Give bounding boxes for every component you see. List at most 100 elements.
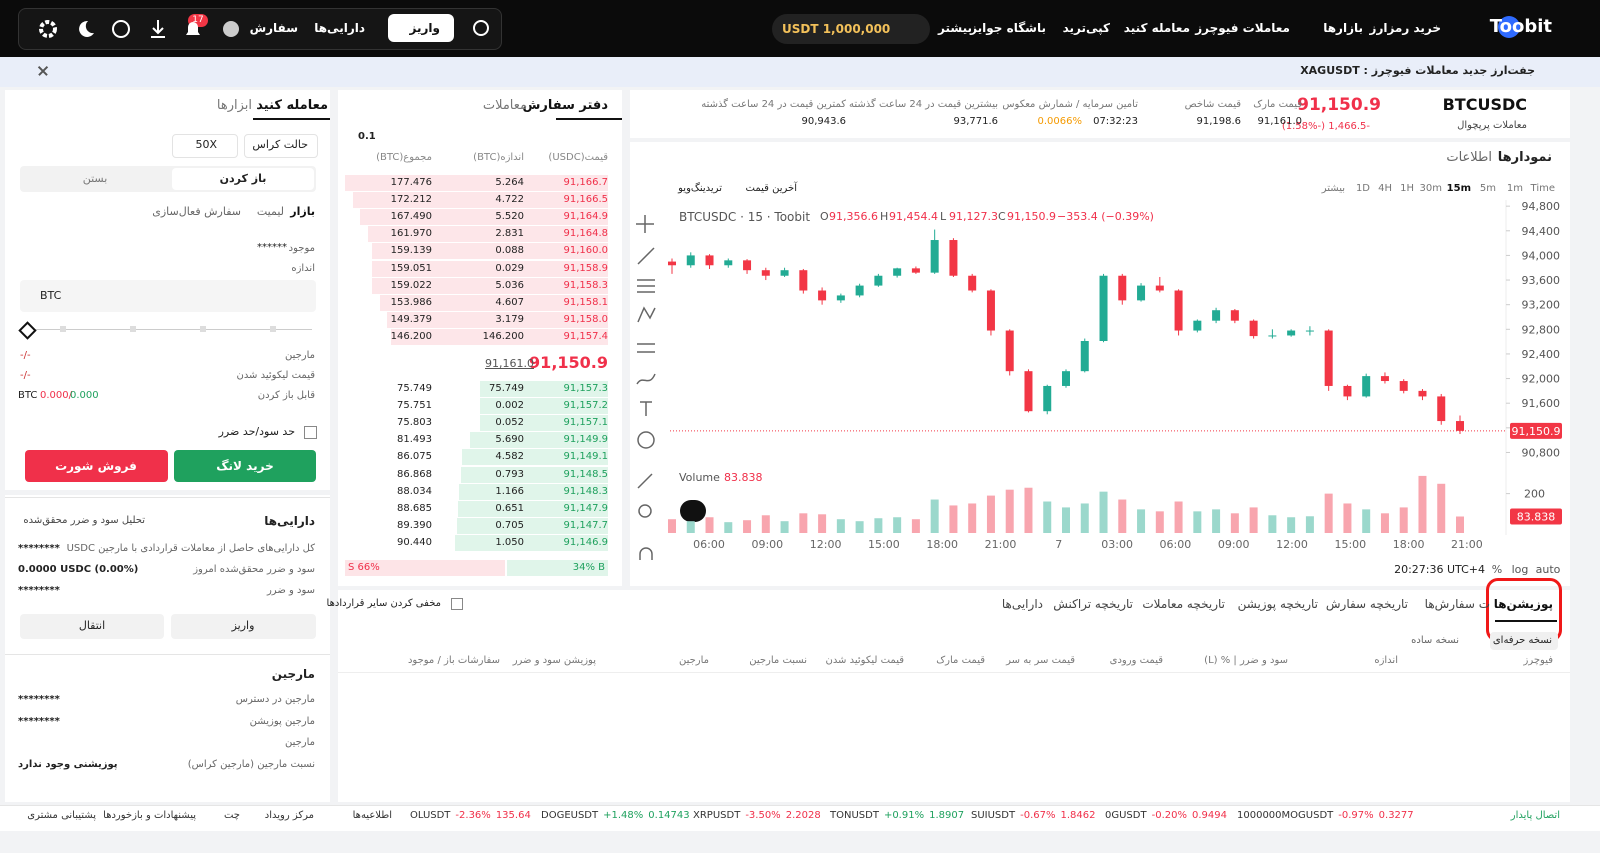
nav-assets[interactable]: دارایی‌ها bbox=[314, 21, 365, 35]
tpsl-checkbox[interactable] bbox=[304, 426, 317, 439]
balance[interactable]: USDT 1,000,000 bbox=[782, 22, 891, 36]
buy-button[interactable] bbox=[174, 450, 316, 482]
timeframe[interactable]: 1D bbox=[1355, 183, 1370, 194]
size-unit[interactable]: BTC bbox=[40, 289, 62, 302]
footer-link[interactable]: مرکز رویداد bbox=[264, 810, 314, 821]
orderbook-tab[interactable]: معاملات bbox=[482, 98, 527, 113]
transfer-button[interactable] bbox=[20, 614, 164, 639]
crosshair-tool[interactable] bbox=[636, 215, 654, 233]
scale-mode[interactable]: % bbox=[1491, 563, 1503, 576]
settings-icon[interactable] bbox=[39, 20, 57, 38]
chart-tab[interactable]: نمودارها bbox=[1497, 150, 1552, 165]
timeframe[interactable]: 1H bbox=[1400, 183, 1414, 194]
globe-icon[interactable] bbox=[112, 20, 130, 38]
nav-menu-item[interactable]: معاملات فیوچرز bbox=[1195, 21, 1290, 35]
timeframe[interactable]: 30m bbox=[1419, 183, 1442, 194]
view-mode[interactable]: نسخه ساده bbox=[1411, 635, 1459, 646]
emoji-tool[interactable] bbox=[637, 431, 655, 449]
avatar-icon[interactable] bbox=[223, 21, 239, 37]
orderbook-tab[interactable]: دفتر سفارش bbox=[522, 98, 608, 113]
timeframe-more[interactable]: بیشتر bbox=[1321, 183, 1345, 194]
nav-orders[interactable]: سفارش bbox=[249, 21, 298, 35]
sell-button[interactable] bbox=[25, 450, 168, 482]
tpsl-label[interactable]: حد سود/حد ضرر bbox=[218, 425, 295, 438]
search-icon[interactable] bbox=[473, 20, 489, 36]
leverage[interactable]: 50X bbox=[195, 138, 217, 151]
nav-menu-item[interactable]: باشگاه جوایز bbox=[970, 21, 1046, 35]
positions-tab[interactable]: تاریخچه پوزیشن bbox=[1237, 597, 1318, 611]
nav-menu-item[interactable]: کپی‌ترید bbox=[1062, 21, 1110, 35]
deposit-label[interactable]: واریز bbox=[409, 21, 440, 35]
assets-link[interactable]: تحلیل سود و ضرر محقق‌شده bbox=[23, 515, 145, 526]
nav-menu-item[interactable]: بازارها bbox=[1323, 21, 1363, 35]
trade-tab[interactable]: ابزارها bbox=[216, 98, 252, 113]
ticker-symbol[interactable]: TONUSDT bbox=[830, 810, 879, 821]
scale-mode[interactable]: log bbox=[1511, 563, 1529, 576]
pattern-tool[interactable] bbox=[637, 306, 656, 323]
hide-checkbox[interactable] bbox=[451, 598, 463, 610]
side-close[interactable]: بستن bbox=[82, 172, 108, 185]
order-type[interactable]: سفارش فعال‌سازی bbox=[152, 205, 241, 218]
footer-link[interactable]: چت bbox=[223, 810, 240, 821]
ticker-symbol[interactable]: OLUSDT bbox=[410, 810, 451, 821]
positions-tab[interactable]: تاریخچه تراکنش bbox=[1053, 597, 1133, 611]
line-tool[interactable] bbox=[637, 247, 655, 265]
ticker-symbol[interactable]: XRPUSDT bbox=[693, 810, 741, 821]
size-input[interactable] bbox=[20, 280, 316, 312]
leverage-select[interactable] bbox=[172, 134, 238, 158]
ruler-tool[interactable] bbox=[637, 473, 653, 489]
timeframe[interactable]: 15m bbox=[1446, 183, 1471, 194]
order-type[interactable]: بازار bbox=[290, 205, 315, 218]
nav-menu-item[interactable]: بیشتر bbox=[938, 21, 972, 35]
footer-link[interactable]: اطلاعیه‌ها bbox=[352, 810, 392, 821]
timeframe[interactable]: 5m bbox=[1479, 183, 1496, 194]
margin-mode[interactable]: حالت کراس bbox=[252, 138, 308, 151]
bell-icon[interactable] bbox=[186, 22, 200, 35]
scale-mode[interactable]: auto bbox=[1535, 563, 1561, 576]
projection-tool[interactable] bbox=[637, 343, 655, 353]
view-pro-active[interactable] bbox=[1490, 632, 1558, 650]
deposit-button[interactable] bbox=[171, 614, 316, 639]
view-mode[interactable]: نسخه حرفه‌ای bbox=[1492, 635, 1552, 646]
nav-menu-item[interactable]: معامله کنید bbox=[1123, 21, 1190, 35]
ticker-symbol[interactable]: 1000000MOGUSDT bbox=[1237, 810, 1334, 821]
balance-pill[interactable] bbox=[772, 14, 930, 44]
asset-transfer[interactable]: انتقال bbox=[78, 619, 106, 632]
order-type[interactable]: لیمیت bbox=[256, 205, 284, 218]
magnet-tool[interactable] bbox=[639, 547, 653, 560]
margin-mode-select[interactable] bbox=[244, 134, 318, 158]
positions-tab[interactable]: پوزیشن‌ها bbox=[1493, 597, 1553, 611]
footer-link[interactable]: پشتیبانی مشتری bbox=[27, 810, 96, 821]
price-mode[interactable]: آخرین قیمت bbox=[745, 183, 797, 194]
deposit-button[interactable] bbox=[388, 14, 454, 42]
positions-tab[interactable]: ت سفارش‌ها bbox=[1424, 597, 1490, 611]
text-tool[interactable] bbox=[640, 401, 652, 416]
chart-style[interactable]: تریدینگ‌ویو bbox=[678, 183, 722, 194]
slider-track[interactable] bbox=[28, 329, 312, 330]
timeframe[interactable]: 4H bbox=[1378, 183, 1392, 194]
ticker-symbol[interactable]: SUIUSDT bbox=[971, 810, 1016, 821]
positions-tab[interactable]: تاریخچه سفارش bbox=[1325, 597, 1408, 611]
side-open[interactable]: باز کردن bbox=[219, 172, 267, 185]
zoom-tool[interactable] bbox=[638, 504, 652, 518]
timeframe[interactable]: 1m bbox=[1506, 183, 1523, 194]
positions-tab[interactable]: تاریخچه معاملات bbox=[1142, 597, 1225, 611]
positions-tab[interactable]: دارایی‌ها bbox=[1001, 597, 1043, 611]
nav-menu-item[interactable]: خرید رمزارز bbox=[1369, 21, 1441, 35]
ticker-symbol[interactable]: 0GUSDT bbox=[1105, 810, 1147, 821]
download-icon[interactable] bbox=[151, 20, 165, 38]
timeframe[interactable]: Time bbox=[1530, 183, 1555, 194]
buy-label[interactable]: خرید لانگ bbox=[216, 459, 274, 473]
brush-tool[interactable] bbox=[636, 373, 656, 385]
theme-icon[interactable] bbox=[79, 20, 94, 37]
hide-others[interactable]: مخفی کردن سایر قراردادها bbox=[326, 598, 441, 609]
sell-label[interactable]: فروش شورت bbox=[55, 459, 137, 473]
side-switch-active[interactable] bbox=[172, 168, 314, 190]
price-step[interactable]: 0.1 bbox=[358, 131, 376, 142]
ticker-symbol[interactable]: DOGEUSDT bbox=[541, 810, 599, 821]
chart-tab[interactable]: اطلاعات bbox=[1446, 150, 1492, 165]
asset-deposit[interactable]: واریز bbox=[231, 619, 255, 632]
trade-tab[interactable]: معامله کنید bbox=[256, 98, 328, 113]
footer-link[interactable]: پیشنهادات و بازخوردها bbox=[103, 810, 196, 821]
fib-tool[interactable] bbox=[637, 279, 655, 293]
